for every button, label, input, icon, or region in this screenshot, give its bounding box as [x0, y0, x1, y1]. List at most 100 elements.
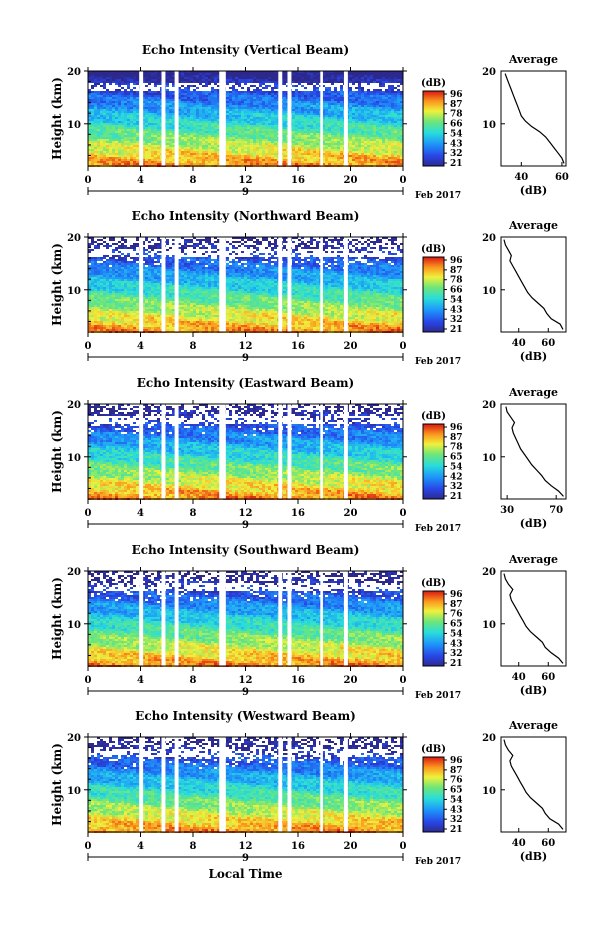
- heatmap-cell: [232, 99, 235, 101]
- heatmap-cell: [238, 141, 241, 143]
- heatmap-cell: [124, 137, 127, 139]
- heatmap-cell: [124, 131, 127, 133]
- heatmap-cell: [259, 75, 262, 77]
- data-gap: [287, 71, 292, 166]
- heatmap-cell: [115, 161, 118, 163]
- heatmap-cell: [148, 161, 151, 163]
- heatmap-cell: [310, 107, 313, 109]
- heatmap-cell: [100, 143, 103, 145]
- heatmap-cell: [136, 71, 139, 73]
- heatmap-cell: [232, 149, 235, 151]
- heatmap-cell: [124, 77, 127, 79]
- heatmap-cell: [229, 125, 232, 127]
- heatmap-cell: [166, 85, 169, 87]
- heatmap-cell: [379, 81, 382, 83]
- heatmap-cell: [313, 77, 316, 79]
- heatmap-cell: [97, 157, 100, 159]
- heatmap-cell: [169, 113, 172, 115]
- heatmap-cell: [211, 143, 214, 145]
- heatmap-cell: [301, 71, 304, 73]
- heatmap-cell: [256, 149, 259, 151]
- heatmap-cell: [262, 91, 265, 93]
- heatmap-cell: [214, 161, 217, 163]
- heatmap-cell: [190, 73, 193, 75]
- heatmap-cell: [265, 111, 268, 113]
- heatmap-cell: [352, 101, 355, 103]
- heatmap-cell: [349, 99, 352, 101]
- heatmap-cell: [229, 81, 232, 83]
- heatmap-cell: [229, 123, 232, 125]
- heatmap-cell: [193, 85, 196, 87]
- heatmap-cell: [262, 105, 265, 107]
- heatmap-cell: [349, 145, 352, 147]
- heatmap-cell: [298, 93, 301, 95]
- heatmap-cell: [244, 135, 247, 137]
- heatmap-cell: [127, 75, 130, 77]
- heatmap-cell: [334, 157, 337, 159]
- heatmap-cell: [391, 99, 394, 101]
- heatmap-cell: [211, 145, 214, 147]
- heatmap-cell: [292, 153, 295, 155]
- heatmap-cell: [349, 163, 352, 165]
- heatmap-cell: [127, 77, 130, 79]
- heatmap-cell: [133, 137, 136, 139]
- heatmap-cell: [112, 111, 115, 113]
- heatmap-cell: [292, 143, 295, 145]
- heatmap-cell: [370, 127, 373, 129]
- heatmap-cell: [295, 143, 298, 145]
- heatmap-cell: [211, 93, 214, 95]
- heatmap-cell: [316, 105, 319, 107]
- heatmap-cell: [400, 125, 403, 127]
- heatmap-cell: [211, 131, 214, 133]
- heatmap-cell: [244, 75, 247, 77]
- heatmap-cell: [88, 303, 91, 305]
- heatmap-cell: [214, 143, 217, 145]
- heatmap-cell: [133, 95, 136, 97]
- heatmap-cell: [166, 131, 169, 133]
- heatmap-cell: [97, 111, 100, 113]
- heatmap-cell: [217, 105, 220, 107]
- heatmap-cell: [106, 81, 109, 83]
- heatmap-cell: [199, 117, 202, 119]
- heatmap-cell: [247, 159, 250, 161]
- heatmap-cell: [214, 105, 217, 107]
- heatmap-cell: [382, 93, 385, 95]
- heatmap-cell: [259, 93, 262, 95]
- heatmap-cell: [184, 157, 187, 159]
- heatmap-cell: [217, 121, 220, 123]
- heatmap-cell: [388, 79, 391, 81]
- heatmap-cell: [304, 145, 307, 147]
- heatmap-cell: [340, 113, 343, 115]
- heatmap-cell: [364, 93, 367, 95]
- heatmap-cell: [334, 111, 337, 113]
- heatmap-cell: [367, 131, 370, 133]
- heatmap-cell: [349, 143, 352, 145]
- heatmap-cell: [259, 121, 262, 123]
- heatmap-cell: [184, 89, 187, 91]
- colorbar-band: [423, 140, 444, 142]
- heatmap-cell: [364, 141, 367, 143]
- heatmap-cell: [94, 73, 97, 75]
- x-tick-label: 8: [190, 175, 197, 186]
- heatmap-cell: [142, 117, 145, 119]
- heatmap-cell: [397, 85, 400, 87]
- heatmap-cell: [259, 161, 262, 163]
- heatmap-cell: [100, 93, 103, 95]
- heatmap-cell: [184, 87, 187, 89]
- heatmap-cell: [379, 77, 382, 79]
- heatmap-cell: [370, 95, 373, 97]
- heatmap-cell: [178, 81, 181, 83]
- heatmap-cell: [271, 161, 274, 163]
- heatmap-cell: [361, 117, 364, 119]
- heatmap-cell: [307, 133, 310, 135]
- heatmap: [88, 237, 403, 333]
- heatmap-cell: [247, 143, 250, 145]
- heatmap-cell: [385, 81, 388, 83]
- heatmap-cell: [382, 113, 385, 115]
- heatmap-cell: [181, 129, 184, 131]
- heatmap-cell: [169, 75, 172, 77]
- heatmap-cell: [397, 125, 400, 127]
- colorbar-tick-label: 32: [450, 149, 463, 159]
- heatmap-cell: [250, 91, 253, 93]
- heatmap-cell: [244, 93, 247, 95]
